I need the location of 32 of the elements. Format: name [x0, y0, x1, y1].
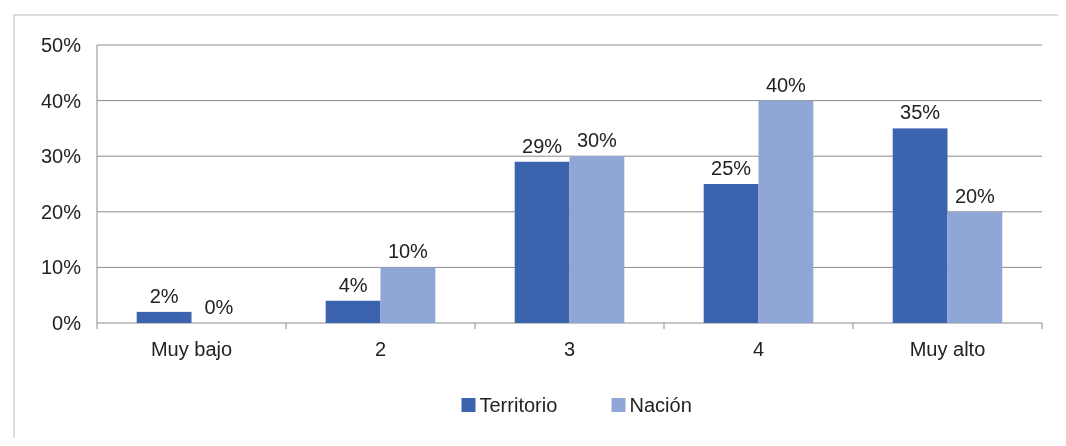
data-label: 25% — [711, 157, 752, 179]
x-tick-label: Muy alto — [909, 338, 986, 360]
y-tick-label: 40% — [40, 89, 82, 112]
data-label: 29% — [522, 134, 563, 157]
bar — [947, 211, 1003, 323]
bar — [325, 300, 381, 323]
y-tick-label: 10% — [40, 256, 82, 279]
x-tick-label: Muy bajo — [150, 338, 233, 360]
bar — [758, 100, 814, 323]
y-tick-label: 30% — [40, 145, 82, 168]
bar — [703, 184, 759, 323]
y-tick-label: 0% — [52, 312, 82, 334]
y-tick-label: 20% — [40, 200, 82, 223]
data-label: 30% — [576, 129, 618, 152]
data-label: 20% — [954, 184, 996, 207]
x-tick-label: 3 — [563, 338, 576, 360]
data-label: 35% — [900, 101, 941, 124]
data-label: 10% — [387, 240, 429, 263]
bar — [380, 267, 436, 323]
legend-label: Nación — [629, 394, 692, 416]
bar — [136, 311, 192, 323]
legend-label: Territorio — [479, 394, 558, 416]
data-label: 40% — [765, 73, 807, 96]
bar — [569, 156, 625, 323]
x-tick-label: 4 — [752, 338, 765, 360]
y-tick-label: 50% — [40, 34, 82, 56]
x-tick-label: 2 — [374, 338, 387, 360]
data-label: 4% — [338, 273, 368, 296]
bar — [514, 161, 570, 323]
data-label: 2% — [149, 284, 179, 307]
bar — [892, 128, 948, 323]
data-label: 0% — [204, 296, 234, 318]
